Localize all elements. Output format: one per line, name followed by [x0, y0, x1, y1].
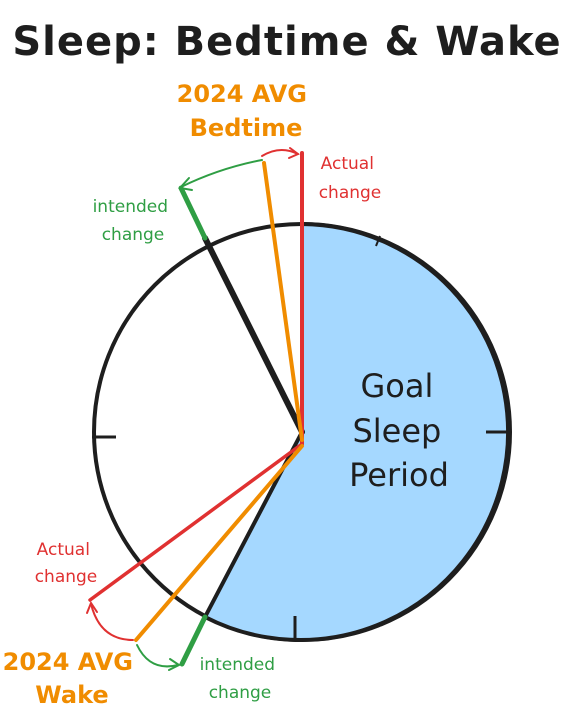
goal-sleep-period-label: Goal Sleep Period	[349, 367, 451, 494]
intended-bedtime-label: intended change	[93, 197, 174, 245]
intended-wake-label: intended change	[200, 655, 281, 703]
goal-sleep-wedge	[203, 222, 511, 642]
actual-wake-label: Actual change	[35, 540, 98, 587]
avg-wake-line	[134, 444, 304, 642]
avg-wake-label: 2024 AVG Wake	[3, 648, 142, 709]
actual-bedtime-label: Actual change	[319, 154, 382, 203]
avg-bedtime-label: 2024 AVG Bedtime	[177, 80, 316, 142]
bedtime-intended-arrow	[178, 159, 263, 191]
goal-bedtime-edge	[202, 235, 305, 435]
tick-minor	[375, 235, 381, 247]
wake-actual-arrow	[86, 600, 134, 641]
wake-intended-arrow	[136, 644, 181, 671]
intended-bedtime-line	[178, 185, 208, 241]
intended-wake-line	[179, 614, 208, 667]
avg-bedtime-line	[262, 161, 304, 442]
actual-wake-line	[88, 442, 304, 602]
diagram-title: Sleep: Bedtime & Wake	[12, 19, 561, 65]
bedtime-actual-arrow	[261, 147, 300, 159]
